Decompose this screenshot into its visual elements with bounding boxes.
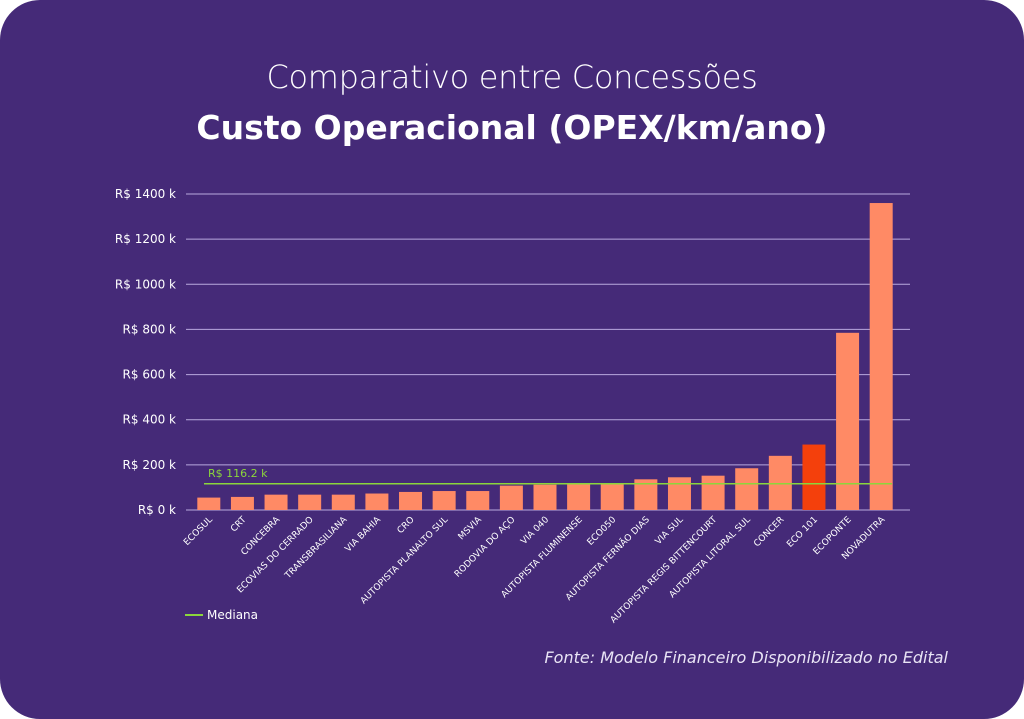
x-tick-label: ECO 101 (785, 515, 820, 550)
x-tick-label: ECOSUL (182, 515, 215, 548)
median-line-group: R$ 116.2 k (204, 467, 892, 485)
legend: Mediana (185, 608, 258, 622)
bar (365, 493, 389, 510)
legend-label-median: Mediana (207, 608, 258, 622)
y-tick-label: R$ 200 k (123, 458, 177, 472)
bar (768, 455, 792, 510)
source-note: Fonte: Modelo Financeiro Disponibilizado… (544, 648, 948, 667)
bar (667, 477, 691, 510)
chart-subtitle: Custo Operacional (OPEX/km/ano) (196, 108, 828, 147)
x-tick-label: TRANSBRASILIANA (283, 514, 350, 581)
bar (802, 444, 826, 510)
y-tick-label: R$ 600 k (123, 368, 177, 382)
y-tick-label: R$ 400 k (123, 413, 177, 427)
bar (634, 479, 658, 510)
x-tick-label: CRT (229, 515, 249, 535)
bars (197, 203, 893, 510)
bar (869, 203, 893, 510)
chart-title: Comparativo entre Concessões (266, 58, 758, 96)
x-tick-label: ECO050 (586, 515, 619, 548)
y-tick-label: R$ 0 k (138, 503, 176, 517)
bar (399, 491, 423, 510)
bar (735, 468, 759, 510)
bar (533, 484, 557, 510)
bar (331, 494, 355, 510)
x-tick-label: CONCER (752, 515, 786, 549)
y-tick-label: R$ 800 k (123, 322, 177, 336)
bar (466, 491, 490, 510)
x-tick-label: VIA 040 (519, 515, 551, 547)
bar (432, 491, 456, 510)
bar (600, 483, 624, 510)
bar (230, 496, 254, 510)
median-value-label: R$ 116.2 k (208, 467, 268, 480)
y-axis-tick-labels: R$ 0 k R$ 200 k R$ 400 k R$ 600 k R$ 800 k R$… (115, 187, 176, 517)
bar (264, 494, 288, 510)
y-tick-label: R$ 1000 k (115, 277, 176, 291)
bar (701, 475, 725, 510)
bar (567, 483, 591, 510)
x-tick-label: CRO (396, 515, 417, 536)
bar (499, 485, 523, 510)
x-tick-label: RODOVIA DO AÇO (453, 515, 518, 580)
bar (197, 497, 221, 510)
grid-lines (186, 193, 910, 511)
x-tick-label: VIA SUL (654, 515, 686, 547)
y-tick-label: R$ 1400 k (115, 187, 176, 201)
x-tick-label: MSVIA (457, 514, 485, 542)
y-tick-label: R$ 1200 k (115, 232, 176, 246)
bar (298, 494, 322, 510)
x-tick-label: VIA BAHIA (344, 514, 384, 554)
bar (836, 332, 860, 510)
